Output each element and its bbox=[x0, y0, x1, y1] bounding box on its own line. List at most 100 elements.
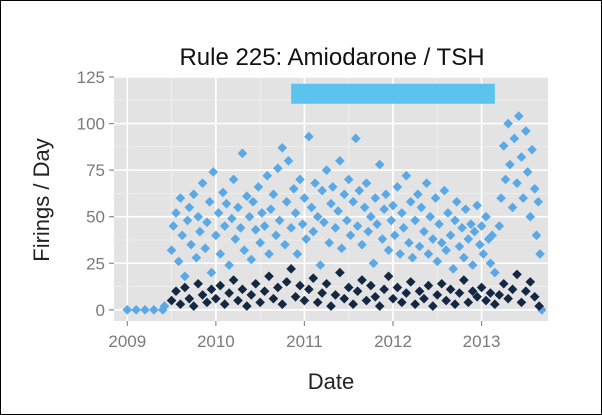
x-tick-label: 2011 bbox=[286, 332, 323, 351]
data-point-light bbox=[188, 189, 199, 200]
data-point-light bbox=[466, 219, 476, 229]
data-point-light bbox=[233, 202, 243, 213]
data-point-light bbox=[451, 196, 462, 207]
data-point-dark bbox=[171, 286, 181, 297]
data-point-light bbox=[350, 133, 361, 144]
data-point-light bbox=[397, 208, 407, 218]
data-point-dark bbox=[290, 291, 301, 302]
data-point-light bbox=[237, 148, 248, 159]
data-point-light bbox=[200, 243, 211, 254]
data-point-dark bbox=[529, 291, 540, 302]
data-point-light bbox=[404, 237, 414, 248]
data-point-light bbox=[342, 215, 352, 226]
data-point-light bbox=[374, 159, 385, 170]
data-point-light bbox=[271, 230, 281, 241]
data-point-dark bbox=[343, 282, 354, 293]
data-point-light bbox=[281, 196, 292, 207]
data-point-light bbox=[487, 230, 498, 241]
data-point-light bbox=[476, 221, 487, 231]
x-axis-label: Date bbox=[308, 369, 354, 394]
data-point-light bbox=[221, 198, 232, 209]
data-point-light bbox=[195, 226, 205, 237]
data-point-light bbox=[518, 193, 529, 203]
data-point-light bbox=[472, 200, 482, 211]
data-point-dark bbox=[250, 278, 261, 289]
data-point-light bbox=[389, 230, 400, 241]
data-point-light bbox=[436, 237, 447, 248]
data-point-light bbox=[525, 211, 536, 222]
data-point-light bbox=[255, 237, 265, 248]
data-point-light bbox=[363, 226, 374, 237]
data-point-light bbox=[228, 174, 239, 185]
x-axis-ticks: 2009 2010 2011 2012 2013 bbox=[108, 321, 500, 351]
data-point-dark bbox=[419, 293, 429, 304]
data-point-dark bbox=[330, 290, 341, 300]
data-point-dark bbox=[219, 299, 230, 310]
data-point-dark bbox=[224, 288, 234, 298]
y-tick-label: 75 bbox=[86, 161, 105, 180]
data-point-light bbox=[202, 217, 212, 228]
data-point-light bbox=[290, 208, 301, 218]
data-point-light bbox=[168, 221, 179, 231]
data-point-light bbox=[321, 165, 332, 175]
data-point-light bbox=[395, 249, 405, 259]
data-point-dark bbox=[432, 290, 443, 300]
data-point-light bbox=[213, 208, 224, 218]
annotation-band bbox=[291, 83, 495, 104]
data-point-dark bbox=[388, 293, 398, 304]
data-point-light bbox=[239, 245, 250, 256]
data-point-light bbox=[377, 234, 388, 244]
data-point-light bbox=[463, 234, 474, 244]
data-point-light bbox=[280, 239, 290, 250]
data-point-dark bbox=[193, 278, 203, 289]
data-point-light bbox=[208, 167, 219, 177]
data-point-light bbox=[250, 224, 261, 235]
data-point-dark bbox=[392, 282, 403, 293]
data-point-dark bbox=[273, 282, 283, 293]
data-point-light bbox=[182, 215, 193, 226]
y-axis-label: Firings / Day bbox=[29, 138, 54, 261]
data-point-light bbox=[485, 258, 496, 269]
data-point-dark bbox=[166, 295, 177, 306]
light-series-points bbox=[122, 111, 547, 315]
data-point-dark bbox=[228, 275, 239, 285]
y-tick-label: 0 bbox=[96, 301, 105, 320]
y-axis-ticks: 0 25 50 75 100 125 bbox=[77, 68, 114, 320]
data-point-light bbox=[226, 213, 237, 224]
data-point-light bbox=[401, 170, 412, 181]
data-point-light bbox=[235, 223, 246, 233]
data-point-dark bbox=[233, 295, 243, 306]
data-point-dark bbox=[383, 271, 394, 282]
data-point-light bbox=[273, 163, 283, 174]
data-point-light bbox=[193, 211, 203, 222]
data-point-dark bbox=[445, 284, 456, 295]
data-point-light bbox=[197, 178, 208, 188]
data-point-light bbox=[443, 208, 453, 218]
data-point-light bbox=[186, 239, 196, 250]
data-point-dark bbox=[467, 286, 478, 297]
y-tick-label: 100 bbox=[77, 115, 105, 134]
data-point-light bbox=[535, 249, 545, 259]
data-point-light bbox=[177, 230, 188, 241]
data-point-light bbox=[388, 200, 398, 211]
data-point-light bbox=[224, 260, 234, 270]
data-point-light bbox=[218, 187, 228, 198]
data-point-light bbox=[512, 178, 522, 188]
data-point-dark bbox=[525, 277, 536, 287]
data-point-light bbox=[184, 202, 195, 213]
x-tick-label: 2012 bbox=[374, 332, 412, 351]
data-point-light bbox=[248, 196, 258, 207]
data-point-light bbox=[414, 241, 425, 252]
data-point-light bbox=[301, 234, 312, 244]
data-point-dark bbox=[507, 284, 518, 295]
data-point-light bbox=[425, 211, 436, 222]
data-point-dark bbox=[534, 301, 544, 311]
data-point-dark bbox=[352, 286, 363, 297]
data-point-light bbox=[405, 196, 416, 207]
data-point-light bbox=[516, 152, 527, 162]
data-point-light bbox=[416, 202, 427, 213]
data-point-dark bbox=[494, 290, 505, 300]
data-point-light bbox=[166, 245, 177, 256]
data-point-dark bbox=[202, 297, 212, 308]
